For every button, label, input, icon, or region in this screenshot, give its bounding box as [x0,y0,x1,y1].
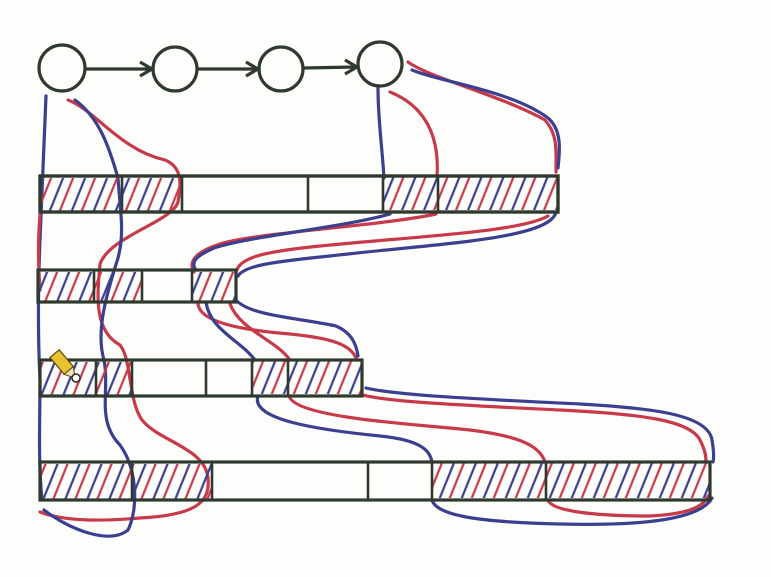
red-flow-stroke [228,302,292,362]
arrow-head [245,60,262,78]
blue-flow-stroke [236,210,558,278]
red-flow-stroke [38,98,210,522]
node-circle [356,40,404,88]
node-circle [257,45,305,93]
array-row-2 [36,268,238,304]
linked-list [37,40,404,93]
hatched-cell [38,272,142,302]
red-flow-stroke [234,214,550,274]
blue-flow-stroke [255,394,434,464]
array-outline [36,268,238,304]
array-row-4 [38,460,712,502]
array-outline [38,174,560,214]
hatched-cell [383,176,557,210]
array-row-1 [38,174,560,214]
blue-flow-stroke [410,68,562,170]
arrow-head [344,58,361,76]
red-flow-stroke [288,396,547,464]
blue-flow-stroke [204,300,257,362]
blue-flow-stroke [430,496,714,526]
hatched-cell [40,362,132,396]
red-flow-stroke [388,90,439,178]
red-flow-stroke [196,302,358,360]
array-row-3 [38,358,364,398]
hatched-cell [40,464,212,500]
flow-strokes [36,60,716,538]
red-flow-stroke [406,60,558,174]
arrow-line [303,65,356,70]
red-flow-stroke [546,494,710,518]
hatched-cell [252,360,362,394]
array-outline [38,358,364,398]
arrow-head [139,60,156,78]
array-outline [38,460,712,502]
blue-flow-stroke [364,386,716,464]
node-circle [37,43,87,93]
hatched-cell [432,462,710,498]
hatched-cell [192,272,236,302]
blue-flow-stroke [376,86,386,180]
red-flow-stroke [358,392,708,464]
cursor-dot [71,373,81,383]
blue-flow-stroke [234,298,360,358]
node-circle [151,45,199,93]
hatched-cell [40,178,180,212]
blue-flow-stroke [192,212,392,272]
